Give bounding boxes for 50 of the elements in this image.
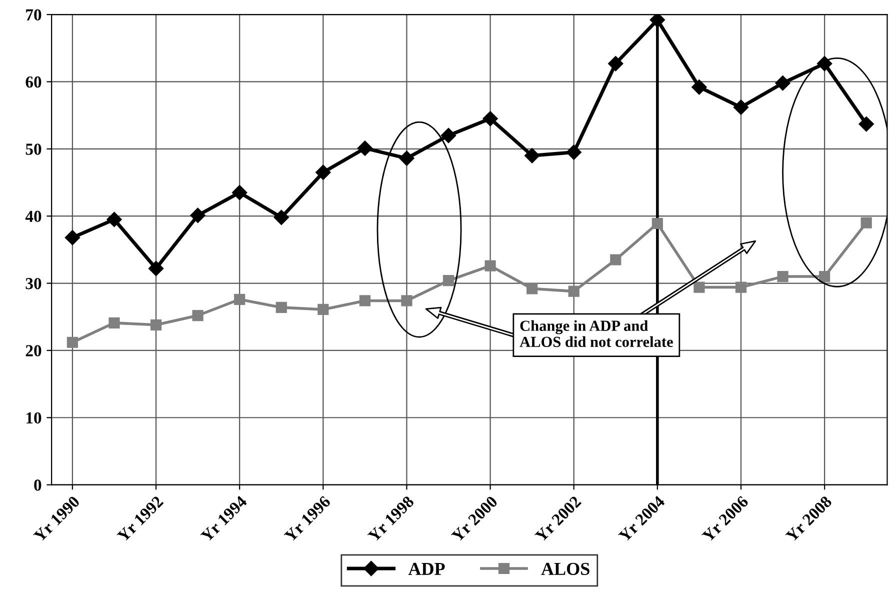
point: [526, 283, 538, 294]
point: [610, 254, 622, 266]
point: [735, 282, 747, 293]
y-tick-label: 40: [25, 210, 42, 222]
point: [484, 260, 496, 272]
point: [858, 116, 874, 132]
point: [106, 212, 122, 228]
point: [440, 128, 456, 144]
point: [524, 148, 540, 164]
y-tick-label: 10: [26, 412, 42, 424]
legend-label: ADP: [408, 562, 445, 575]
point: [232, 185, 248, 200]
legend-label: ALOS: [541, 562, 590, 575]
point: [276, 302, 287, 313]
point: [148, 260, 164, 276]
point: [150, 319, 162, 330]
point: [568, 286, 580, 297]
point: [318, 304, 329, 316]
point: [190, 208, 206, 223]
point: [442, 275, 454, 286]
point: [775, 75, 790, 91]
point: [66, 336, 78, 348]
point: [108, 317, 120, 328]
point: [777, 270, 788, 282]
point: [64, 230, 80, 246]
y-tick-label: 0: [34, 480, 42, 491]
point: [192, 310, 204, 322]
point: [234, 294, 246, 305]
point: [359, 295, 370, 306]
point: [818, 270, 830, 282]
y-tick-label: 60: [26, 76, 42, 88]
point: [692, 80, 707, 95]
point: [608, 56, 624, 72]
point: [482, 111, 498, 126]
point: [401, 295, 412, 306]
point: [316, 164, 331, 180]
y-tick-label: 30: [26, 278, 42, 290]
point: [566, 144, 582, 160]
point: [357, 140, 373, 156]
point: [399, 150, 414, 166]
point: [694, 282, 705, 293]
point: [860, 217, 872, 228]
point: [652, 218, 663, 230]
annotation: Change in ADP and ALOS did not correlate: [520, 320, 673, 348]
y-tick-label: 70: [26, 9, 42, 20]
point: [274, 210, 289, 225]
y-tick-label: 50: [26, 144, 42, 155]
y-tick-label: 20: [26, 345, 42, 356]
point: [733, 100, 749, 115]
point: [650, 14, 665, 28]
